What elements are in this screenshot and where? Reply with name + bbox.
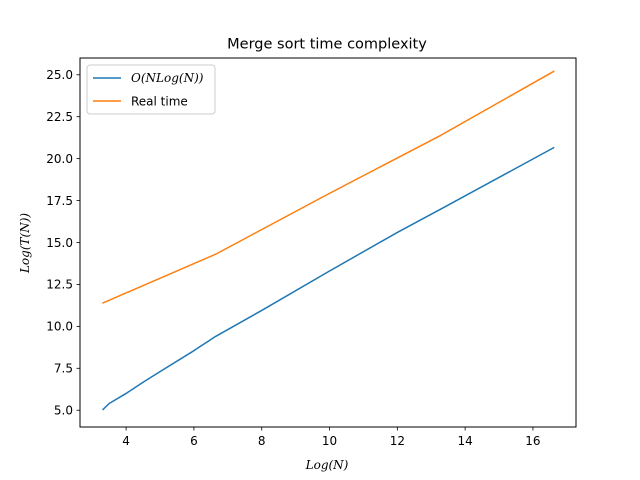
series-line-1 — [102, 70, 555, 304]
plot-frame — [79, 57, 577, 428]
x-tick-label: 12 — [390, 434, 405, 448]
legend: O(NLog(N)) Real time — [86, 64, 216, 115]
legend-label-series-1: Real time — [131, 95, 188, 109]
x-axis-label: Log(N) — [305, 458, 349, 472]
y-tick-label: 25.0 — [46, 68, 73, 82]
x-tick-label: 8 — [258, 434, 266, 448]
y-tick-label: 5.0 — [54, 404, 73, 418]
y-axis-label: Log(T(N)) — [18, 213, 32, 274]
x-tick-label: 10 — [322, 434, 337, 448]
x-tick-label: 16 — [525, 434, 540, 448]
y-tick-label: 15.0 — [46, 236, 73, 250]
x-axis-ticks: 4 6 8 10 12 14 16 — [122, 427, 541, 448]
x-tick-label: 6 — [190, 434, 198, 448]
x-tick-label: 4 — [122, 434, 130, 448]
y-tick-label: 17.5 — [46, 194, 73, 208]
y-tick-label: 22.5 — [46, 110, 73, 124]
plot-lines — [101, 70, 555, 411]
y-tick-label: 20.0 — [46, 152, 73, 166]
legend-label-series-0: O(NLog(N)) — [131, 71, 204, 85]
x-tick-label: 14 — [457, 434, 472, 448]
y-tick-label: 10.0 — [46, 320, 73, 334]
chart-title: Merge sort time complexity — [227, 37, 427, 53]
y-axis-ticks: 5.0 7.5 10.0 12.5 15.0 17.5 20.0 22.5 25.0 — [46, 68, 80, 418]
y-tick-label: 12.5 — [46, 278, 73, 292]
series-line-0 — [101, 146, 555, 411]
y-tick-label: 7.5 — [54, 362, 73, 376]
